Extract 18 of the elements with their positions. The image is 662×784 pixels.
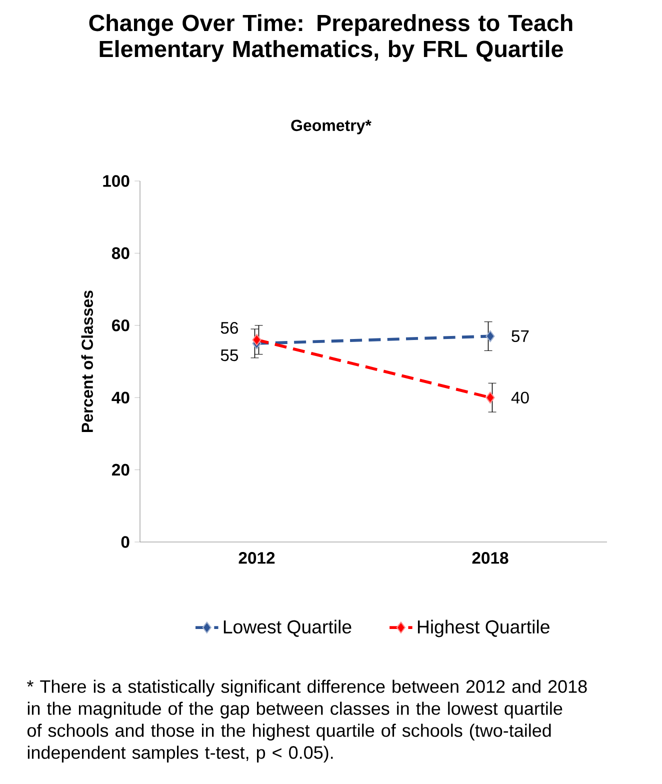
y-tick-label: 0 (121, 536, 130, 548)
y-axis-title: Percent of Classes (81, 290, 93, 432)
data-label: 57 (512, 330, 529, 342)
data-label: 55 (220, 349, 238, 362)
x-tick-label: 2012 (238, 552, 275, 564)
legend-label: Highest Quartile (418, 620, 550, 638)
chart-subtitle: Geometry* (291, 120, 372, 134)
y-tick-label: 100 (103, 175, 130, 187)
y-tick-label: 60 (112, 320, 130, 332)
x-tick-label: 2018 (472, 552, 508, 564)
y-tick-label: 20 (112, 464, 130, 476)
chart-title: Change Over Time: Preparedness to Teach Elementary Mathematics, by FRL Quartile (89, 14, 572, 62)
data-label: 40 (511, 392, 529, 404)
legend-label: Lowest Quartile (224, 620, 352, 637)
text: * There is a statistically significant difference between 2012 and 2018 in the magnitude of the gap between classes in the lowest quartile of schools and those in the highest quartile of schools (two-tailed independent samples t-test, p < 0.05). (27, 680, 587, 762)
y-tick-label: 80 (112, 247, 130, 260)
data-label: 56 (220, 322, 238, 334)
y-tick-label: 40 (112, 392, 130, 404)
